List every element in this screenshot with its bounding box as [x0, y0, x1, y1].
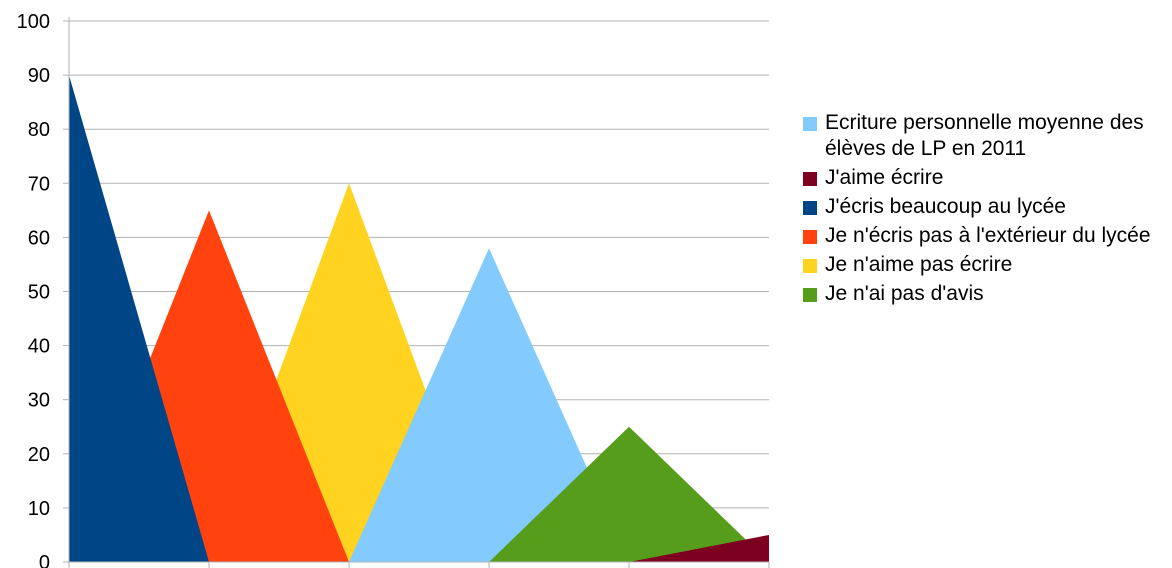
- series-area: [69, 534, 769, 562]
- legend-item: Je n'aime pas écrire: [803, 252, 1168, 278]
- area-chart: 0 10 20 30 40 50 60 70 80 90 100: [17, 11, 770, 568]
- y-tick-label: 20: [28, 444, 50, 466]
- legend-swatch: [803, 259, 817, 273]
- y-tick-label: 100: [17, 11, 50, 33]
- legend-item: J'aime écrire: [803, 165, 1168, 191]
- legend-item: J'écris beaucoup au lycée: [803, 194, 1168, 220]
- y-tick-label: 80: [28, 119, 50, 141]
- legend-swatch: [803, 201, 817, 215]
- legend-label: Je n'aime pas écrire: [825, 253, 1013, 276]
- y-tick-label: 30: [28, 390, 50, 412]
- y-tick-label: 10: [28, 498, 50, 520]
- y-tick-label: 40: [28, 336, 50, 358]
- series-area: [69, 75, 769, 562]
- legend-label: Ecriture personnelle moyenne des élèves …: [825, 111, 1144, 160]
- legend-swatch: [803, 117, 817, 131]
- y-tick-label: 50: [28, 282, 50, 304]
- legend-label: J'écris beaucoup au lycée: [825, 195, 1066, 218]
- y-tick-label: 60: [28, 227, 50, 249]
- legend: Ecriture personnelle moyenne des élèves …: [803, 110, 1168, 310]
- legend-label: Je n'écris pas à l'extérieur du lycée: [825, 224, 1151, 247]
- y-tick-label: 90: [28, 65, 50, 87]
- legend-swatch: [803, 230, 817, 244]
- legend-swatch: [803, 288, 817, 302]
- axes: [63, 17, 770, 568]
- legend-swatch: [803, 172, 817, 186]
- y-tick-label: 0: [39, 552, 50, 568]
- legend-item: Je n'écris pas à l'extérieur du lycée: [803, 223, 1168, 249]
- series-area: [69, 426, 769, 562]
- y-tick-labels: 0 10 20 30 40 50 60 70 80 90 100: [17, 11, 50, 568]
- legend-label: J'aime écrire: [825, 166, 944, 189]
- legend-label: Je n'ai pas d'avis: [825, 282, 984, 305]
- chart-areas: [69, 75, 769, 563]
- series-area: [69, 210, 769, 562]
- y-tick-label: 70: [28, 173, 50, 195]
- legend-item: Ecriture personnelle moyenne des élèves …: [803, 110, 1168, 162]
- legend-item: Je n'ai pas d'avis: [803, 281, 1168, 307]
